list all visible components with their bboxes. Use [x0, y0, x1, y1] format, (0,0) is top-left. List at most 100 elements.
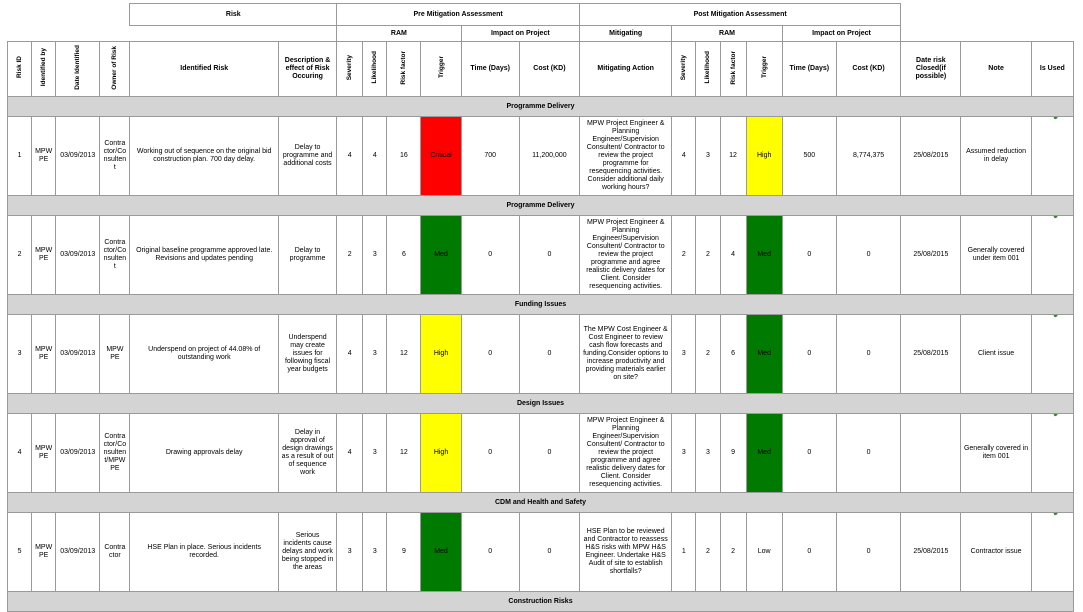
risk-id-cell: 2 [6, 215, 33, 295]
severity-post-cell: 3 [671, 314, 697, 394]
severity-cell: 4 [336, 116, 364, 196]
likelihood-cell: 3 [362, 512, 388, 592]
date-identified-cell: 03/09/2013 [55, 215, 101, 295]
check-icon: ✔ [1034, 415, 1071, 420]
col-trigger-post: Trigger [760, 56, 768, 79]
col-time-days: Time (Days) [460, 41, 520, 97]
mitigating-action-cell: MPW Project Engineer & Planning Engineer… [579, 215, 673, 295]
identified-by-cell: MPW PE [31, 512, 57, 592]
col-is-used: Is Used [1030, 41, 1075, 97]
identified-by-cell: MPW PE [31, 314, 57, 394]
risk-factor-cell: 12 [386, 413, 422, 493]
col-severity-post: Severity [680, 54, 688, 81]
cost-kd-cell: 0 [518, 512, 581, 592]
table-row: 1 MPW PE 03/09/2013 Contra ctor/Co nsulten … [6, 116, 1075, 196]
likelihood-cell: 3 [362, 215, 388, 295]
risk-factor-post-cell: 2 [719, 512, 747, 592]
col-description: Description & effect of Risk Occuring [277, 41, 338, 97]
risk-factor-cell: 6 [386, 215, 422, 295]
pre-mitigation-header: Pre Mitigation Assessment [336, 3, 581, 26]
cost-kd-cell: 0 [518, 314, 581, 394]
trigger-cell: High [420, 314, 462, 394]
description-cell: Delay to programme and additional costs [277, 116, 338, 196]
ram-header: RAM [336, 25, 462, 42]
mitigating-action-cell: HSE Plan to be reviewed and Contractor t… [579, 512, 673, 592]
owner-cell: Contra ctor/Co nsulten t/MPW PE [99, 413, 131, 493]
check-icon: ✔ [1034, 118, 1071, 123]
risk-factor-post-cell: 12 [719, 116, 747, 196]
likelihood-post-cell: 3 [695, 413, 721, 493]
section-header: Programme Delivery [7, 195, 1074, 216]
check-icon: ✔ [1034, 316, 1071, 321]
col-time-days-post: Time (Days) [781, 41, 837, 97]
trigger-cell: Critical [420, 116, 462, 196]
col-trigger: Trigger [437, 56, 445, 79]
owner-cell: Contra ctor [99, 512, 131, 592]
note-cell: Client issue [960, 314, 1032, 394]
section-header: Design Issues [7, 393, 1074, 414]
mitigating-action-cell: MPW Project Engineer & Planning Engineer… [579, 116, 673, 196]
description-cell: Delay to programme [277, 215, 338, 295]
col-risk-factor-post: Risk factor [729, 50, 737, 85]
date-identified-cell: 03/09/2013 [55, 413, 101, 493]
time-days-cell: 0 [460, 512, 520, 592]
risk-register-table: Risk Pre Mitigation Assessment Post Miti… [6, 3, 1075, 612]
cost-kd-post-cell: 0 [835, 413, 902, 493]
risk-id-cell: 4 [6, 413, 33, 493]
post-mitigation-header: Post Mitigation Assessment [579, 3, 902, 26]
risk-factor-post-cell: 9 [719, 413, 747, 493]
register-rows: Programme Delivery 1 MPW PE 03/09/2013 Contr… [6, 96, 1075, 612]
col-date-identified: Date Identified [74, 45, 82, 90]
is-used-cell: ✔ [1030, 314, 1075, 394]
mitigating-action-cell: The MPW Cost Engineer & Cost Engineer to… [579, 314, 673, 394]
trigger-cell: Med [420, 215, 462, 295]
trigger-cell: Med [420, 512, 462, 592]
severity-post-cell: 4 [671, 116, 697, 196]
col-identified-by: Identified by [40, 48, 48, 87]
table-row: 3 MPW PE 03/09/2013 MPW PE Underspend on pro… [6, 314, 1075, 394]
col-risk-id: Risk ID [16, 56, 24, 79]
risk-group-header: Risk [129, 3, 338, 26]
col-cost-kd: Cost (KD) [518, 41, 581, 97]
col-owner: Owner of Risk [111, 45, 119, 90]
identified-by-cell: MPW PE [31, 413, 57, 493]
description-cell: Delay in approval of design drawings as … [277, 413, 338, 493]
col-cost-kd-post: Cost (KD) [835, 41, 902, 97]
severity-cell: 4 [336, 413, 364, 493]
col-date-closed: Date risk Closed(if possible) [900, 41, 962, 97]
trigger-post-cell: Med [745, 314, 783, 394]
note-cell: Contractor issue [960, 512, 1032, 592]
identified-risk-cell: HSE Plan in place. Serious incidents rec… [129, 512, 279, 592]
cost-kd-cell: 0 [518, 413, 581, 493]
date-closed-cell [900, 413, 962, 493]
severity-post-cell: 1 [671, 512, 697, 592]
time-days-post-cell: 0 [781, 314, 837, 394]
likelihood-post-cell: 2 [695, 314, 721, 394]
date-identified-cell: 03/09/2013 [55, 512, 101, 592]
trigger-cell: High [420, 413, 462, 493]
identified-by-cell: MPW PE [31, 215, 57, 295]
owner-cell: Contra ctor/Co nsulten t [99, 215, 131, 295]
likelihood-cell: 4 [362, 116, 388, 196]
likelihood-post-cell: 3 [695, 116, 721, 196]
risk-factor-cell: 12 [386, 314, 422, 394]
note-cell: Generally covered in item 001 [960, 413, 1032, 493]
table-row: 5 MPW PE 03/09/2013 Contra ctor HSE Plan in … [6, 512, 1075, 592]
date-identified-cell: 03/09/2013 [55, 314, 101, 394]
mitigating-header: Mitigating [579, 25, 673, 42]
ram-post-header: RAM [671, 25, 783, 42]
risk-factor-post-cell: 6 [719, 314, 747, 394]
time-days-post-cell: 0 [781, 512, 837, 592]
time-days-cell: 0 [460, 413, 520, 493]
severity-cell: 4 [336, 314, 364, 394]
risk-id-cell: 5 [6, 512, 33, 592]
likelihood-post-cell: 2 [695, 512, 721, 592]
description-cell: Underspend may create issues for followi… [277, 314, 338, 394]
is-used-cell: ✔ [1030, 215, 1075, 295]
col-likelihood: Likelihood [371, 51, 379, 84]
section-header: Funding Issues [7, 294, 1074, 315]
time-days-post-cell: 0 [781, 413, 837, 493]
severity-cell: 2 [336, 215, 364, 295]
note-cell: Generally covered under item 001 [960, 215, 1032, 295]
cost-kd-post-cell: 0 [835, 215, 902, 295]
